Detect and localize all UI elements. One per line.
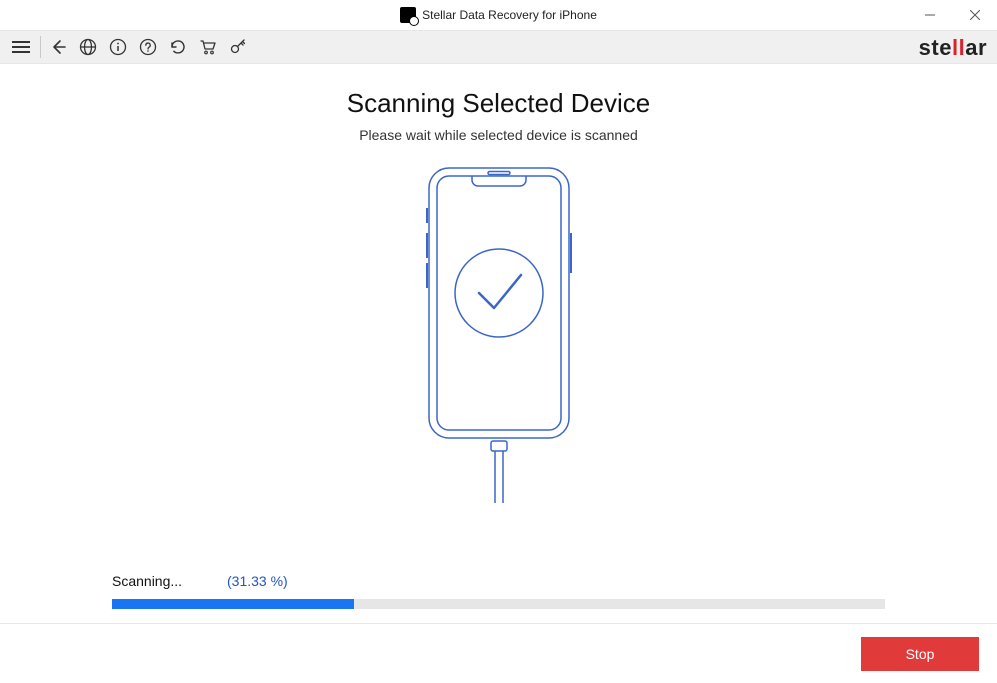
close-button[interactable] <box>952 0 997 30</box>
back-button[interactable] <box>45 34 71 60</box>
window-controls <box>907 0 997 30</box>
progress-area: Scanning... (31.33 %) <box>0 573 997 609</box>
progress-fill <box>112 599 354 609</box>
minimize-button[interactable] <box>907 0 952 30</box>
toolbar-separator <box>40 36 41 58</box>
brand-logo: stellar <box>919 31 987 65</box>
info-icon[interactable] <box>105 34 131 60</box>
key-icon[interactable] <box>225 34 251 60</box>
main-content: Scanning Selected Device Please wait whi… <box>0 64 997 623</box>
titlebar: Stellar Data Recovery for iPhone <box>0 0 997 30</box>
page-heading: Scanning Selected Device <box>347 88 651 119</box>
brand-accent: ll <box>952 35 965 61</box>
stop-button[interactable]: Stop <box>861 637 979 671</box>
globe-icon[interactable] <box>75 34 101 60</box>
brand-pre: ste <box>919 35 952 61</box>
refresh-icon[interactable] <box>165 34 191 60</box>
cart-icon[interactable] <box>195 34 221 60</box>
help-icon[interactable] <box>135 34 161 60</box>
progress-labels: Scanning... (31.33 %) <box>112 573 885 589</box>
scan-status-label: Scanning... <box>112 573 227 589</box>
scan-percent-label: (31.33 %) <box>227 573 288 589</box>
progress-bar <box>112 599 885 609</box>
device-illustration <box>414 163 584 503</box>
toolbar: stellar <box>0 30 997 64</box>
brand-post: ar <box>965 35 987 61</box>
window-title: Stellar Data Recovery for iPhone <box>422 8 597 22</box>
menu-button[interactable] <box>8 34 34 60</box>
app-icon <box>400 7 416 23</box>
footer: Stop <box>0 623 997 683</box>
page-subheading: Please wait while selected device is sca… <box>359 127 638 143</box>
